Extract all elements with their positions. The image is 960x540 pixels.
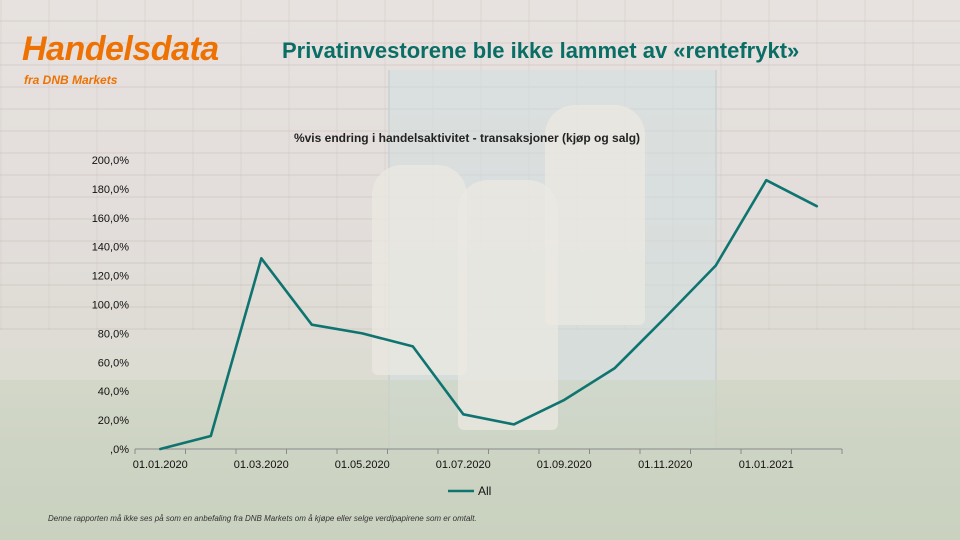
y-tick-label: 160,0% [92,213,130,225]
y-tick-label: 100,0% [92,300,130,312]
y-tick-label: ,0% [110,444,129,456]
x-tick-label: 01.07.2020 [436,459,491,471]
y-tick-label: 60,0% [98,357,129,369]
x-tick-label: 01.09.2020 [537,459,592,471]
background-person-middle [458,180,558,430]
y-tick-label: 200,0% [92,155,130,167]
series-line-all [159,178,819,451]
brand-logo-title: Handelsdata [22,30,219,68]
disclaimer-text: Denne rapporten må ikke ses på som en an… [48,514,477,523]
x-tick-label: 01.11.2020 [638,459,692,471]
x-tick-label: 01.01.2021 [739,459,794,471]
y-tick-label: 20,0% [98,415,129,427]
y-tick-label: 40,0% [98,386,129,398]
x-tick-label: 01.05.2020 [335,459,390,471]
background-person-right [545,105,645,325]
x-axis: 01.01.2020 01.03.2020 01.05.2020 01.07.2020… [133,448,843,471]
y-tick-label: 120,0% [92,271,130,283]
y-tick-label: 180,0% [92,184,130,196]
x-tick-label: 01.01.2020 [133,459,188,471]
y-axis: ,0% 20,0% 40,0% 60,0% 80,0% 100,0% 120,0% 140,0… [92,155,130,456]
brand-logo-subtitle: fra DNB Markets [24,73,118,87]
chart-title: %vis endring i handelsaktivitet - transa… [294,131,640,145]
y-tick-label: 80,0% [98,328,129,340]
x-tick-label: 01.03.2020 [234,459,289,471]
legend: All [448,484,491,498]
plot-area [159,178,819,451]
page-headline: Privatinvestorene ble ikke lammet av «re… [282,38,800,63]
legend-label: All [478,484,491,498]
y-tick-label: 140,0% [92,242,130,254]
